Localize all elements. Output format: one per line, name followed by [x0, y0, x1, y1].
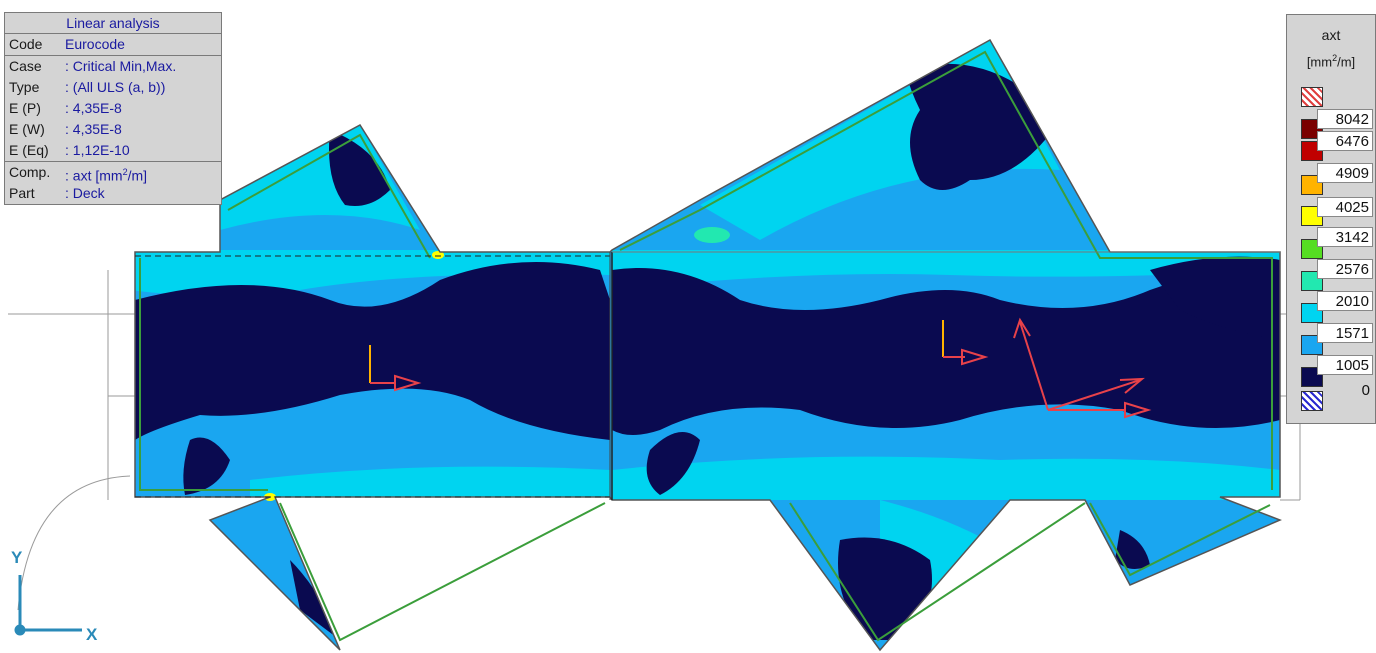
- code-key: Code: [9, 36, 43, 52]
- ep-key: E (P): [9, 100, 41, 116]
- legend-unit-suffix: /m]: [1337, 54, 1356, 70]
- global-axis: [14, 575, 82, 636]
- legend-value-6476: 6476: [1317, 131, 1373, 151]
- legend-unit-prefix: [mm: [1306, 54, 1333, 70]
- case-key: Case: [9, 58, 42, 74]
- legend-title: axt: [1321, 27, 1341, 43]
- legend-value-2010: 2010: [1317, 291, 1373, 311]
- analysis-info-panel: Linear analysis Code Eurocode Case : Criti…: [4, 12, 222, 205]
- legend-value-3142: 3142: [1317, 227, 1373, 247]
- ew-value: : 4,35E-8: [65, 121, 122, 137]
- legend-value-4909: 4909: [1317, 163, 1373, 183]
- comp-value: : axt [mm2/m]: [65, 162, 221, 184]
- comp-value-sup: 2: [122, 167, 128, 177]
- deck-outline: [134, 38, 1282, 652]
- legend-value-4025: 4025: [1317, 197, 1373, 217]
- comp-value-prefix: : axt [mm: [65, 167, 123, 184]
- local-axis-arrows: [369, 317, 1152, 419]
- comp-key: Comp.: [9, 164, 51, 180]
- ep-value: : 4,35E-8: [65, 100, 122, 116]
- code-value: Eurocode: [65, 36, 125, 52]
- axis-x-label: X: [86, 625, 98, 644]
- legend-value-0: 0: [1361, 382, 1370, 399]
- legend-unit: [mm2/m]: [1287, 53, 1375, 69]
- case-value: : Critical Min,Max.: [65, 58, 177, 74]
- legend-value-8042: 8042: [1317, 109, 1373, 129]
- part-key: Part: [9, 185, 35, 201]
- color-legend: axt [mm2/m] 8042 6476 4909 4025 3142 257…: [1286, 14, 1376, 424]
- legend-value-1005: 1005: [1317, 355, 1373, 375]
- eeq-value: : 1,12E-10: [65, 142, 130, 158]
- part-value: : Deck: [65, 185, 105, 201]
- type-key: Type: [9, 79, 40, 95]
- axis-y-label: Y: [11, 548, 23, 567]
- comp-value-suffix: /m]: [127, 167, 148, 184]
- legend-swatch-under: [1301, 391, 1323, 411]
- type-value: : (All ULS (a, b)): [65, 79, 166, 95]
- eeq-key: E (Eq): [9, 142, 49, 158]
- legend-unit-sup: 2: [1332, 53, 1338, 63]
- legend-swatch-over: [1301, 87, 1323, 107]
- legend-value-2576: 2576: [1317, 259, 1373, 279]
- analysis-title: Linear analysis: [5, 13, 221, 34]
- legend-value-1571: 1571: [1317, 323, 1373, 343]
- deck-contour[interactable]: [100, 30, 1300, 653]
- ew-key: E (W): [9, 121, 45, 137]
